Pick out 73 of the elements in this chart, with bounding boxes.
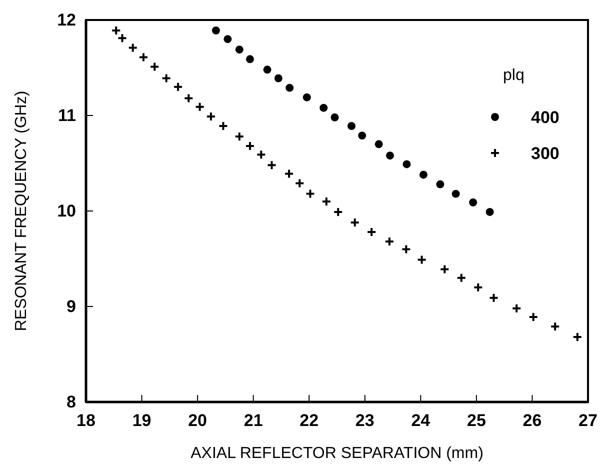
point — [284, 168, 294, 179]
y-tick-label: 12 — [57, 10, 76, 30]
point — [528, 312, 538, 322]
point — [452, 190, 460, 198]
point — [235, 46, 244, 54]
point — [416, 254, 427, 265]
point — [194, 102, 205, 112]
point — [302, 93, 311, 102]
x-tick-label: 20 — [188, 411, 208, 430]
y-tick-label: 8 — [66, 392, 76, 412]
x-axis-title: AXIAL REFLECTOR SEPARATION (mm) — [190, 445, 484, 462]
y-tick-label: 11 — [58, 106, 76, 125]
point — [274, 74, 282, 82]
point — [402, 160, 411, 168]
point — [330, 113, 339, 122]
point — [348, 122, 356, 130]
legend-title: plq — [503, 67, 524, 84]
point — [294, 178, 305, 188]
point — [401, 244, 412, 254]
x-tick-label: 21 — [244, 411, 263, 430]
point — [366, 227, 377, 238]
x-tick-label: 19 — [132, 411, 152, 430]
point — [286, 84, 294, 92]
point — [436, 180, 444, 188]
point — [419, 170, 428, 179]
point — [111, 26, 122, 36]
point — [550, 322, 560, 332]
x-tick-label: 27 — [578, 411, 598, 430]
point — [234, 132, 244, 142]
y-tick-label: 10 — [57, 201, 76, 220]
point — [184, 93, 194, 104]
point — [469, 198, 478, 206]
point — [161, 73, 172, 84]
point — [374, 140, 383, 148]
point — [473, 282, 484, 292]
point — [117, 33, 128, 44]
point — [456, 272, 466, 283]
x-tick-label: 22 — [300, 411, 319, 430]
point — [512, 303, 522, 314]
x-tick-label: 18 — [76, 411, 96, 430]
point — [333, 206, 344, 217]
point — [263, 66, 272, 74]
point — [386, 152, 394, 160]
point — [206, 111, 216, 122]
point — [488, 292, 499, 303]
point — [256, 150, 266, 160]
point — [244, 141, 255, 152]
point — [266, 160, 277, 170]
point — [572, 332, 582, 342]
point — [384, 236, 394, 247]
point — [486, 208, 494, 216]
point — [128, 42, 138, 53]
point — [350, 217, 360, 228]
point — [212, 26, 220, 34]
point — [173, 82, 184, 92]
point — [320, 104, 328, 112]
point — [224, 35, 232, 44]
x-tick-label: 26 — [522, 411, 542, 430]
point — [440, 264, 450, 274]
point — [246, 55, 254, 64]
x-tick-label: 25 — [466, 411, 486, 430]
legend-label: 300 — [531, 144, 560, 163]
x-tick-label: 24 — [411, 411, 431, 430]
y-axis-title: RESONANT FREQUENCY (GHz) — [13, 90, 30, 332]
x-tick-label: 23 — [355, 411, 374, 430]
legend-label: 400 — [531, 108, 560, 127]
y-tick-label: 9 — [66, 296, 76, 316]
point — [218, 121, 228, 132]
point — [138, 52, 148, 62]
point — [150, 62, 160, 72]
point — [321, 196, 332, 206]
point — [305, 188, 316, 199]
point — [358, 132, 366, 140]
